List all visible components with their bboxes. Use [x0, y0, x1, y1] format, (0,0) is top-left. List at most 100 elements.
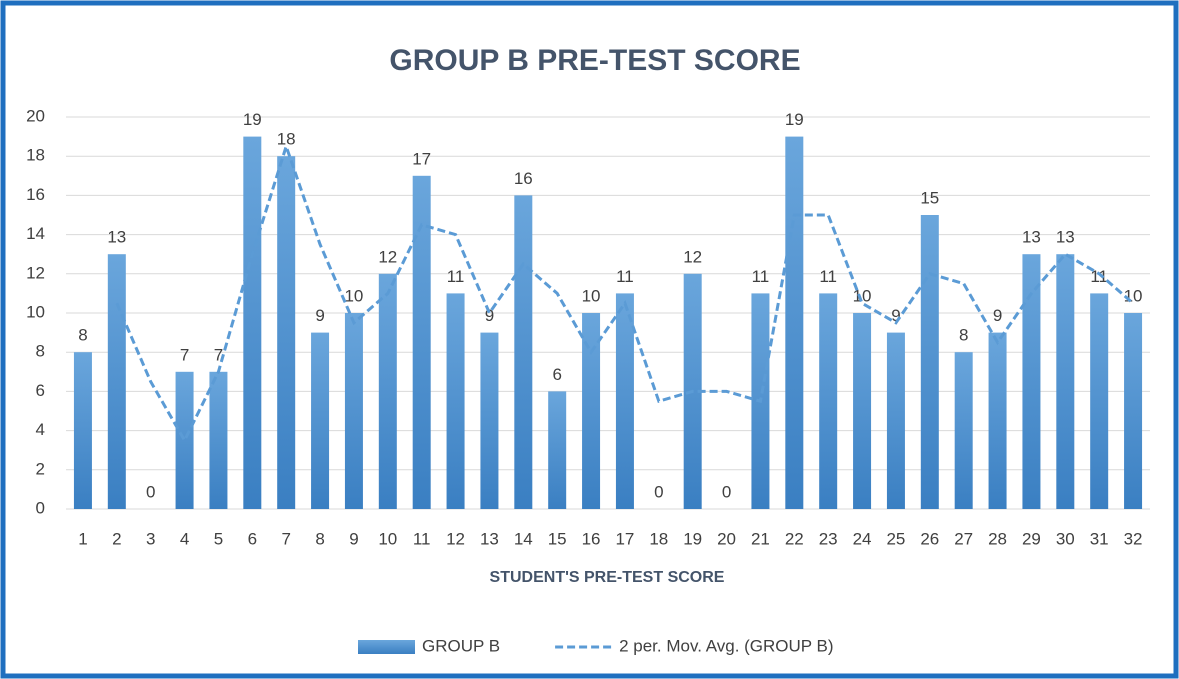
data-label: 17: [412, 149, 431, 168]
data-label: 0: [146, 482, 155, 501]
x-tick-label: 23: [819, 529, 838, 548]
x-tick-label: 8: [315, 529, 324, 548]
data-label: 10: [344, 286, 363, 305]
bar: [73, 352, 92, 509]
data-label: 11: [616, 267, 634, 286]
x-tick-label: 24: [853, 529, 872, 548]
x-tick-label: 3: [146, 529, 155, 548]
bar: [209, 371, 228, 509]
legend-swatch: [358, 640, 415, 654]
data-label: 13: [1022, 228, 1041, 247]
x-tick-label: 25: [886, 529, 905, 548]
bar: [819, 293, 838, 509]
y-tick-label: 0: [36, 498, 45, 517]
bar: [886, 332, 905, 509]
x-tick-label: 29: [1022, 529, 1041, 548]
data-label: 10: [582, 286, 601, 305]
y-tick-label: 20: [26, 106, 45, 125]
moving-average-line: [115, 141, 1135, 444]
x-tick-label: 6: [248, 529, 257, 548]
data-label: 19: [243, 110, 262, 129]
bar: [480, 332, 499, 509]
data-label: 10: [853, 286, 872, 305]
x-tick-label: 5: [214, 529, 223, 548]
x-tick-label: 31: [1090, 529, 1109, 548]
x-tick-label: 16: [582, 529, 601, 548]
x-tick-label: 12: [446, 529, 465, 548]
data-label: 16: [514, 169, 533, 188]
bar: [514, 195, 533, 509]
x-tick-label: 11: [413, 529, 431, 548]
data-label: 9: [891, 306, 900, 325]
x-tick-label: 1: [78, 529, 87, 548]
x-tick-label: 19: [683, 529, 702, 548]
y-tick-label: 14: [26, 224, 45, 243]
bar: [1090, 293, 1109, 509]
x-axis-label: STUDENT'S PRE-TEST SCORE: [490, 569, 725, 586]
legend-label: GROUP B: [422, 636, 500, 655]
x-tick-label: 26: [920, 529, 939, 548]
data-label: 18: [277, 130, 296, 149]
bar: [412, 175, 431, 510]
data-label: 0: [654, 482, 663, 501]
data-label: 15: [920, 188, 939, 207]
bar: [548, 391, 567, 509]
x-tick-label: 30: [1056, 529, 1075, 548]
data-label: 11: [819, 267, 837, 286]
x-tick-label: 9: [349, 529, 358, 548]
x-tick-label: 22: [785, 529, 804, 548]
bar: [1124, 313, 1143, 509]
data-label: 6: [552, 365, 561, 384]
y-tick-label: 12: [26, 263, 45, 282]
x-tick-label: 17: [615, 529, 634, 548]
data-label: 7: [180, 345, 189, 364]
bar: [988, 332, 1007, 509]
data-label: 19: [785, 110, 804, 129]
bar: [277, 156, 296, 509]
bar: [853, 313, 872, 509]
data-label: 9: [993, 306, 1002, 325]
x-tick-label: 2: [112, 529, 121, 548]
x-tick-label: 13: [480, 529, 499, 548]
data-label: 0: [722, 482, 731, 501]
bar: [311, 332, 330, 509]
x-tick-label: 20: [717, 529, 736, 548]
data-label: 8: [78, 326, 87, 345]
bar: [1022, 254, 1041, 509]
y-tick-label: 6: [36, 381, 45, 400]
y-tick-label: 10: [26, 302, 45, 321]
y-tick-label: 4: [36, 420, 45, 439]
bar: [615, 293, 634, 509]
data-label: 12: [378, 247, 397, 266]
y-tick-label: 2: [36, 459, 45, 478]
bar: [107, 254, 126, 509]
data-label: 12: [683, 247, 702, 266]
bar: [446, 293, 465, 509]
x-tick-label: 28: [988, 529, 1007, 548]
data-label: 11: [447, 267, 465, 286]
data-label: 9: [315, 306, 324, 325]
bar: [920, 215, 939, 509]
bar: [175, 371, 194, 509]
y-tick-label: 16: [26, 185, 45, 204]
bar: [1056, 254, 1075, 509]
y-tick-label: 8: [36, 342, 45, 361]
bar: [954, 352, 973, 509]
bar: [243, 136, 262, 509]
x-tick-label: 21: [751, 529, 770, 548]
data-label: 8: [959, 326, 968, 345]
x-tick-label: 4: [180, 529, 189, 548]
x-tick-label: 7: [281, 529, 290, 548]
x-tick-label: 14: [514, 529, 533, 548]
legend-label: 2 per. Mov. Avg. (GROUP B): [619, 636, 833, 655]
x-tick-label: 18: [649, 529, 668, 548]
data-label: 13: [1056, 228, 1075, 247]
chart-title: GROUP B PRE-TEST SCORE: [389, 44, 800, 77]
bar: [785, 136, 804, 509]
y-tick-label: 18: [26, 146, 45, 165]
data-label: 11: [752, 267, 770, 286]
x-tick-label: 15: [548, 529, 567, 548]
data-label: 11: [1090, 267, 1108, 286]
